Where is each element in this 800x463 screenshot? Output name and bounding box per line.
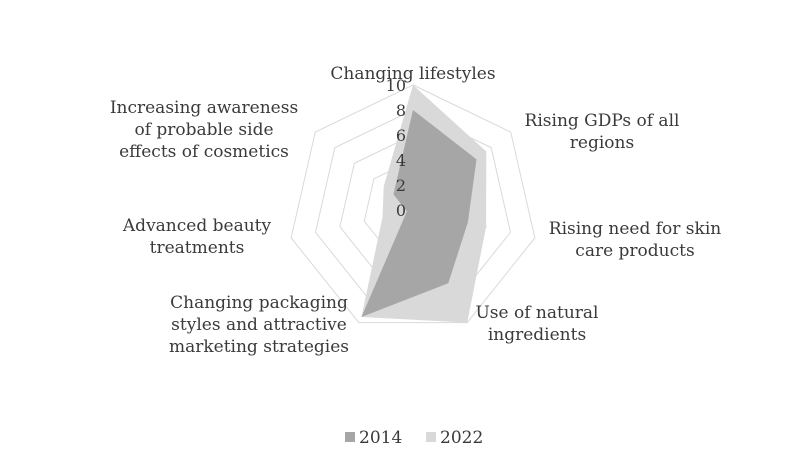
category-label-3: Rising need for skin care products	[549, 219, 722, 261]
category-label-2: Rising GDPs of all regions	[525, 111, 680, 153]
category-label-4: Use of natural ingredients	[475, 303, 598, 345]
tick-label-0: 0	[396, 201, 406, 220]
radial-axis-ticks: 0 2 4 6 8 10	[386, 76, 406, 220]
legend-swatch-2014	[345, 432, 355, 442]
category-label-6: Advanced beauty treatments	[122, 216, 272, 258]
tick-label-2: 2	[396, 176, 406, 195]
series-area-2014	[361, 110, 477, 317]
legend-swatch-2022	[426, 432, 436, 442]
category-label-1: Changing lifestyles	[330, 64, 495, 84]
legend: 2014 2022	[345, 428, 483, 448]
tick-label-8: 8	[396, 101, 406, 120]
tick-label-6: 6	[396, 126, 406, 145]
legend-item-2014: 2014	[345, 428, 402, 448]
legend-item-2022: 2022	[426, 428, 483, 448]
tick-label-10: 10	[386, 76, 406, 95]
category-labels: Changing lifestyles Rising GDPs of all reg…	[110, 64, 721, 357]
legend-label-2014: 2014	[359, 428, 402, 448]
category-label-7: Increasing awareness of probable side effe…	[110, 98, 298, 162]
grid-ring-10	[290, 84, 536, 324]
legend-label-2022: 2022	[440, 428, 483, 448]
tick-label-4: 4	[396, 151, 406, 170]
category-label-5: Changing packaging styles and attractive m…	[169, 293, 349, 357]
radar-series	[361, 85, 487, 323]
